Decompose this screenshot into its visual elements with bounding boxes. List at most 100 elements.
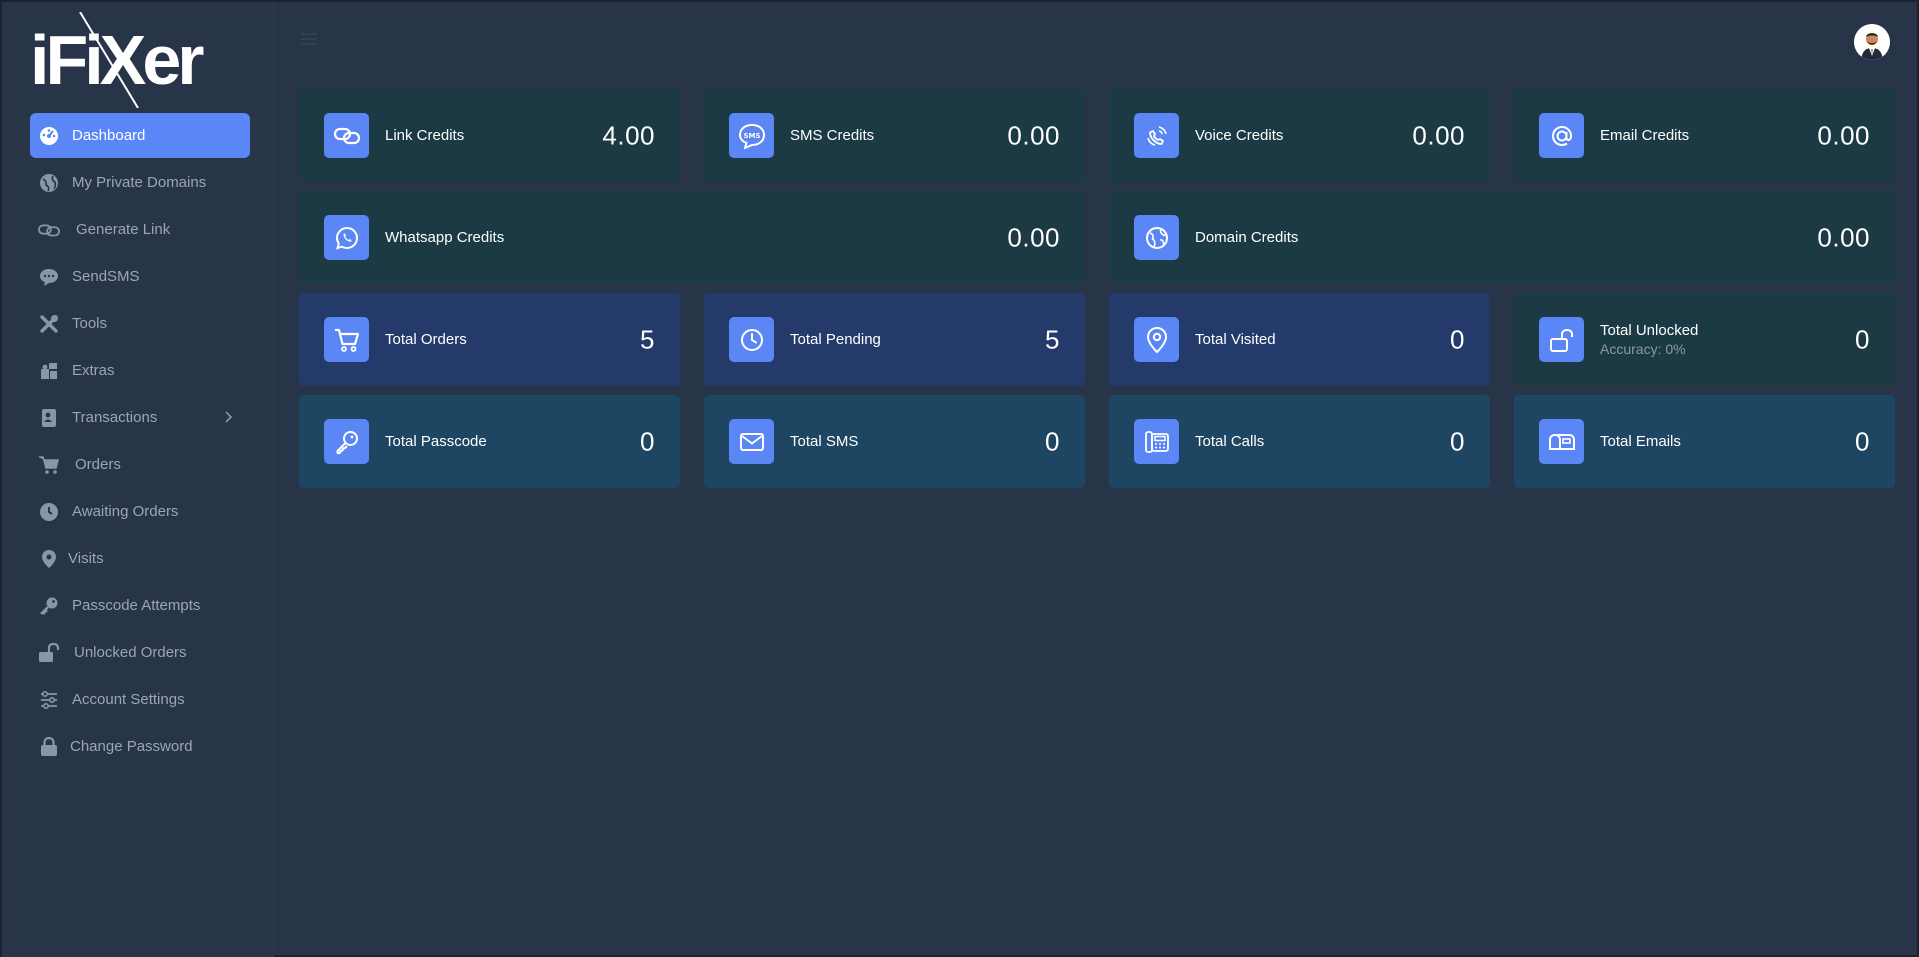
sidebar-item-extras[interactable]: Extras	[30, 348, 250, 393]
card-value: 0.00	[1817, 120, 1870, 150]
envelope-icon	[729, 419, 774, 464]
menu-toggle-icon[interactable]	[300, 32, 318, 46]
card-label: Total Emails	[1600, 433, 1681, 450]
card-value: 0	[1450, 426, 1465, 456]
sidebar-item-awaiting-orders[interactable]: Awaiting Orders	[30, 489, 250, 534]
whatsapp-icon	[324, 215, 369, 260]
sidebar-item-sendsms[interactable]: SendSMS	[30, 254, 250, 299]
card-label: Total Calls	[1195, 433, 1265, 450]
card-value: 0	[1045, 426, 1060, 456]
sidebar-item-my-private-domains[interactable]: My Private Domains	[30, 160, 250, 205]
total-pending-card[interactable]: Total Pending 5	[704, 293, 1085, 386]
sidebar-item-transactions[interactable]: Transactions	[30, 395, 250, 440]
sidebar-item-change-password[interactable]: Change Password	[30, 724, 250, 769]
card-subtitle: Accuracy: 0%	[1600, 341, 1686, 357]
sidebar-item-label: Tools	[72, 315, 108, 332]
card-label: Domain Credits	[1195, 229, 1299, 246]
receipt-icon	[38, 407, 60, 429]
sidebar-item-label: SendSMS	[72, 268, 140, 285]
avatar[interactable]	[1854, 24, 1890, 60]
map-pin-icon	[38, 548, 60, 570]
orders-row: Total Orders 5 Total Pending 5 Total Vis…	[299, 293, 1895, 386]
sidebar-item-unlocked-orders[interactable]: Unlocked Orders	[30, 630, 250, 675]
credits-row: Link Credits 4.00 SMS SMS Credits 0.00 V…	[299, 89, 1895, 182]
card-label: Total Pending	[790, 331, 881, 348]
dashboard-cards: Link Credits 4.00 SMS SMS Credits 0.00 V…	[299, 89, 1895, 497]
tools-icon	[38, 313, 60, 335]
card-value: 5	[640, 324, 655, 354]
phone-ringing-icon	[1134, 113, 1179, 158]
card-label: Total Orders	[385, 331, 467, 348]
sidebar-item-visits[interactable]: Visits	[30, 536, 250, 581]
total-sms-card[interactable]: Total SMS 0	[704, 395, 1085, 488]
card-label: SMS Credits	[790, 127, 875, 144]
sliders-icon	[38, 689, 60, 711]
voice-credits-card[interactable]: Voice Credits 0.00	[1109, 89, 1490, 182]
cart-icon	[38, 454, 60, 476]
card-value: 4.00	[602, 120, 655, 150]
sidebar-nav: Dashboard My Private Domains Generate Li…	[30, 113, 250, 771]
unlock-icon	[1539, 317, 1584, 362]
sms-icon	[38, 266, 60, 288]
card-label: Whatsapp Credits	[385, 229, 505, 246]
clock-icon	[38, 501, 60, 523]
app-logo[interactable]: iFiXer	[30, 12, 210, 108]
sidebar-item-label: Awaiting Orders	[72, 503, 179, 520]
card-text: Total Unlocked Accuracy: 0%	[1600, 322, 1698, 357]
at-icon	[1539, 113, 1584, 158]
total-calls-card[interactable]: Total Calls 0	[1109, 395, 1490, 488]
sidebar-item-passcode-attempts[interactable]: Passcode Attempts	[30, 583, 250, 628]
sidebar-item-label: Change Password	[70, 738, 193, 755]
mailbox-icon	[1539, 419, 1584, 464]
sidebar-item-label: Generate Link	[76, 221, 171, 238]
telephone-icon	[1134, 419, 1179, 464]
domain-credits-card[interactable]: Domain Credits 0.00	[1109, 191, 1895, 284]
sidebar-item-label: Extras	[72, 362, 115, 379]
sms-icon: SMS	[729, 113, 774, 158]
sidebar-item-dashboard[interactable]: Dashboard	[30, 113, 250, 158]
total-visited-card[interactable]: Total Visited 0	[1109, 293, 1490, 386]
total-orders-card[interactable]: Total Orders 5	[299, 293, 680, 386]
card-label: Total Passcode	[385, 433, 487, 450]
total-passcode-card[interactable]: Total Passcode 0	[299, 395, 680, 488]
key-icon	[324, 419, 369, 464]
sidebar-item-label: Transactions	[72, 409, 158, 426]
link-credits-card[interactable]: Link Credits 4.00	[299, 89, 680, 182]
email-credits-card[interactable]: Email Credits 0.00	[1514, 89, 1895, 182]
dashboard-icon	[38, 125, 60, 147]
clock-icon	[729, 317, 774, 362]
sidebar-item-generate-link[interactable]: Generate Link	[30, 207, 250, 252]
card-value: 0	[640, 426, 655, 456]
sidebar-item-label: My Private Domains	[72, 174, 207, 191]
sidebar-item-orders[interactable]: Orders	[30, 442, 250, 487]
sidebar-item-label: Passcode Attempts	[72, 597, 201, 614]
sidebar-item-label: Visits	[68, 550, 104, 567]
sidebar-item-tools[interactable]: Tools	[30, 301, 250, 346]
cart-icon	[324, 317, 369, 362]
card-value: 0.00	[1817, 222, 1870, 252]
globe-icon	[1134, 215, 1179, 260]
card-label: Voice Credits	[1195, 127, 1284, 144]
svg-text:SMS: SMS	[743, 132, 760, 140]
whatsapp-credits-card[interactable]: Whatsapp Credits 0.00	[299, 191, 1085, 284]
card-value: 0	[1450, 324, 1465, 354]
sidebar-item-account-settings[interactable]: Account Settings	[30, 677, 250, 722]
puzzle-icon	[38, 360, 60, 382]
card-label: Total Unlocked	[1600, 322, 1699, 339]
total-unlocked-card[interactable]: Total Unlocked Accuracy: 0% 0	[1514, 293, 1895, 386]
sidebar-item-label: Dashboard	[72, 127, 146, 144]
sidebar: iFiXer Dashboard My Private Domains Gene…	[2, 2, 274, 957]
card-value: 0	[1855, 426, 1870, 456]
lock-icon	[38, 736, 60, 758]
card-value: 0.00	[1007, 222, 1060, 252]
link-icon	[38, 219, 60, 241]
chevron-right-icon[interactable]	[220, 409, 236, 425]
sidebar-item-label: Account Settings	[72, 691, 185, 708]
card-label: Email Credits	[1600, 127, 1690, 144]
card-label: Total Visited	[1195, 331, 1276, 348]
unlock-icon	[38, 642, 60, 664]
total-emails-card[interactable]: Total Emails 0	[1514, 395, 1895, 488]
sms-credits-card[interactable]: SMS SMS Credits 0.00	[704, 89, 1085, 182]
map-pin-icon	[1134, 317, 1179, 362]
logo-text: iFiXer	[30, 21, 204, 99]
